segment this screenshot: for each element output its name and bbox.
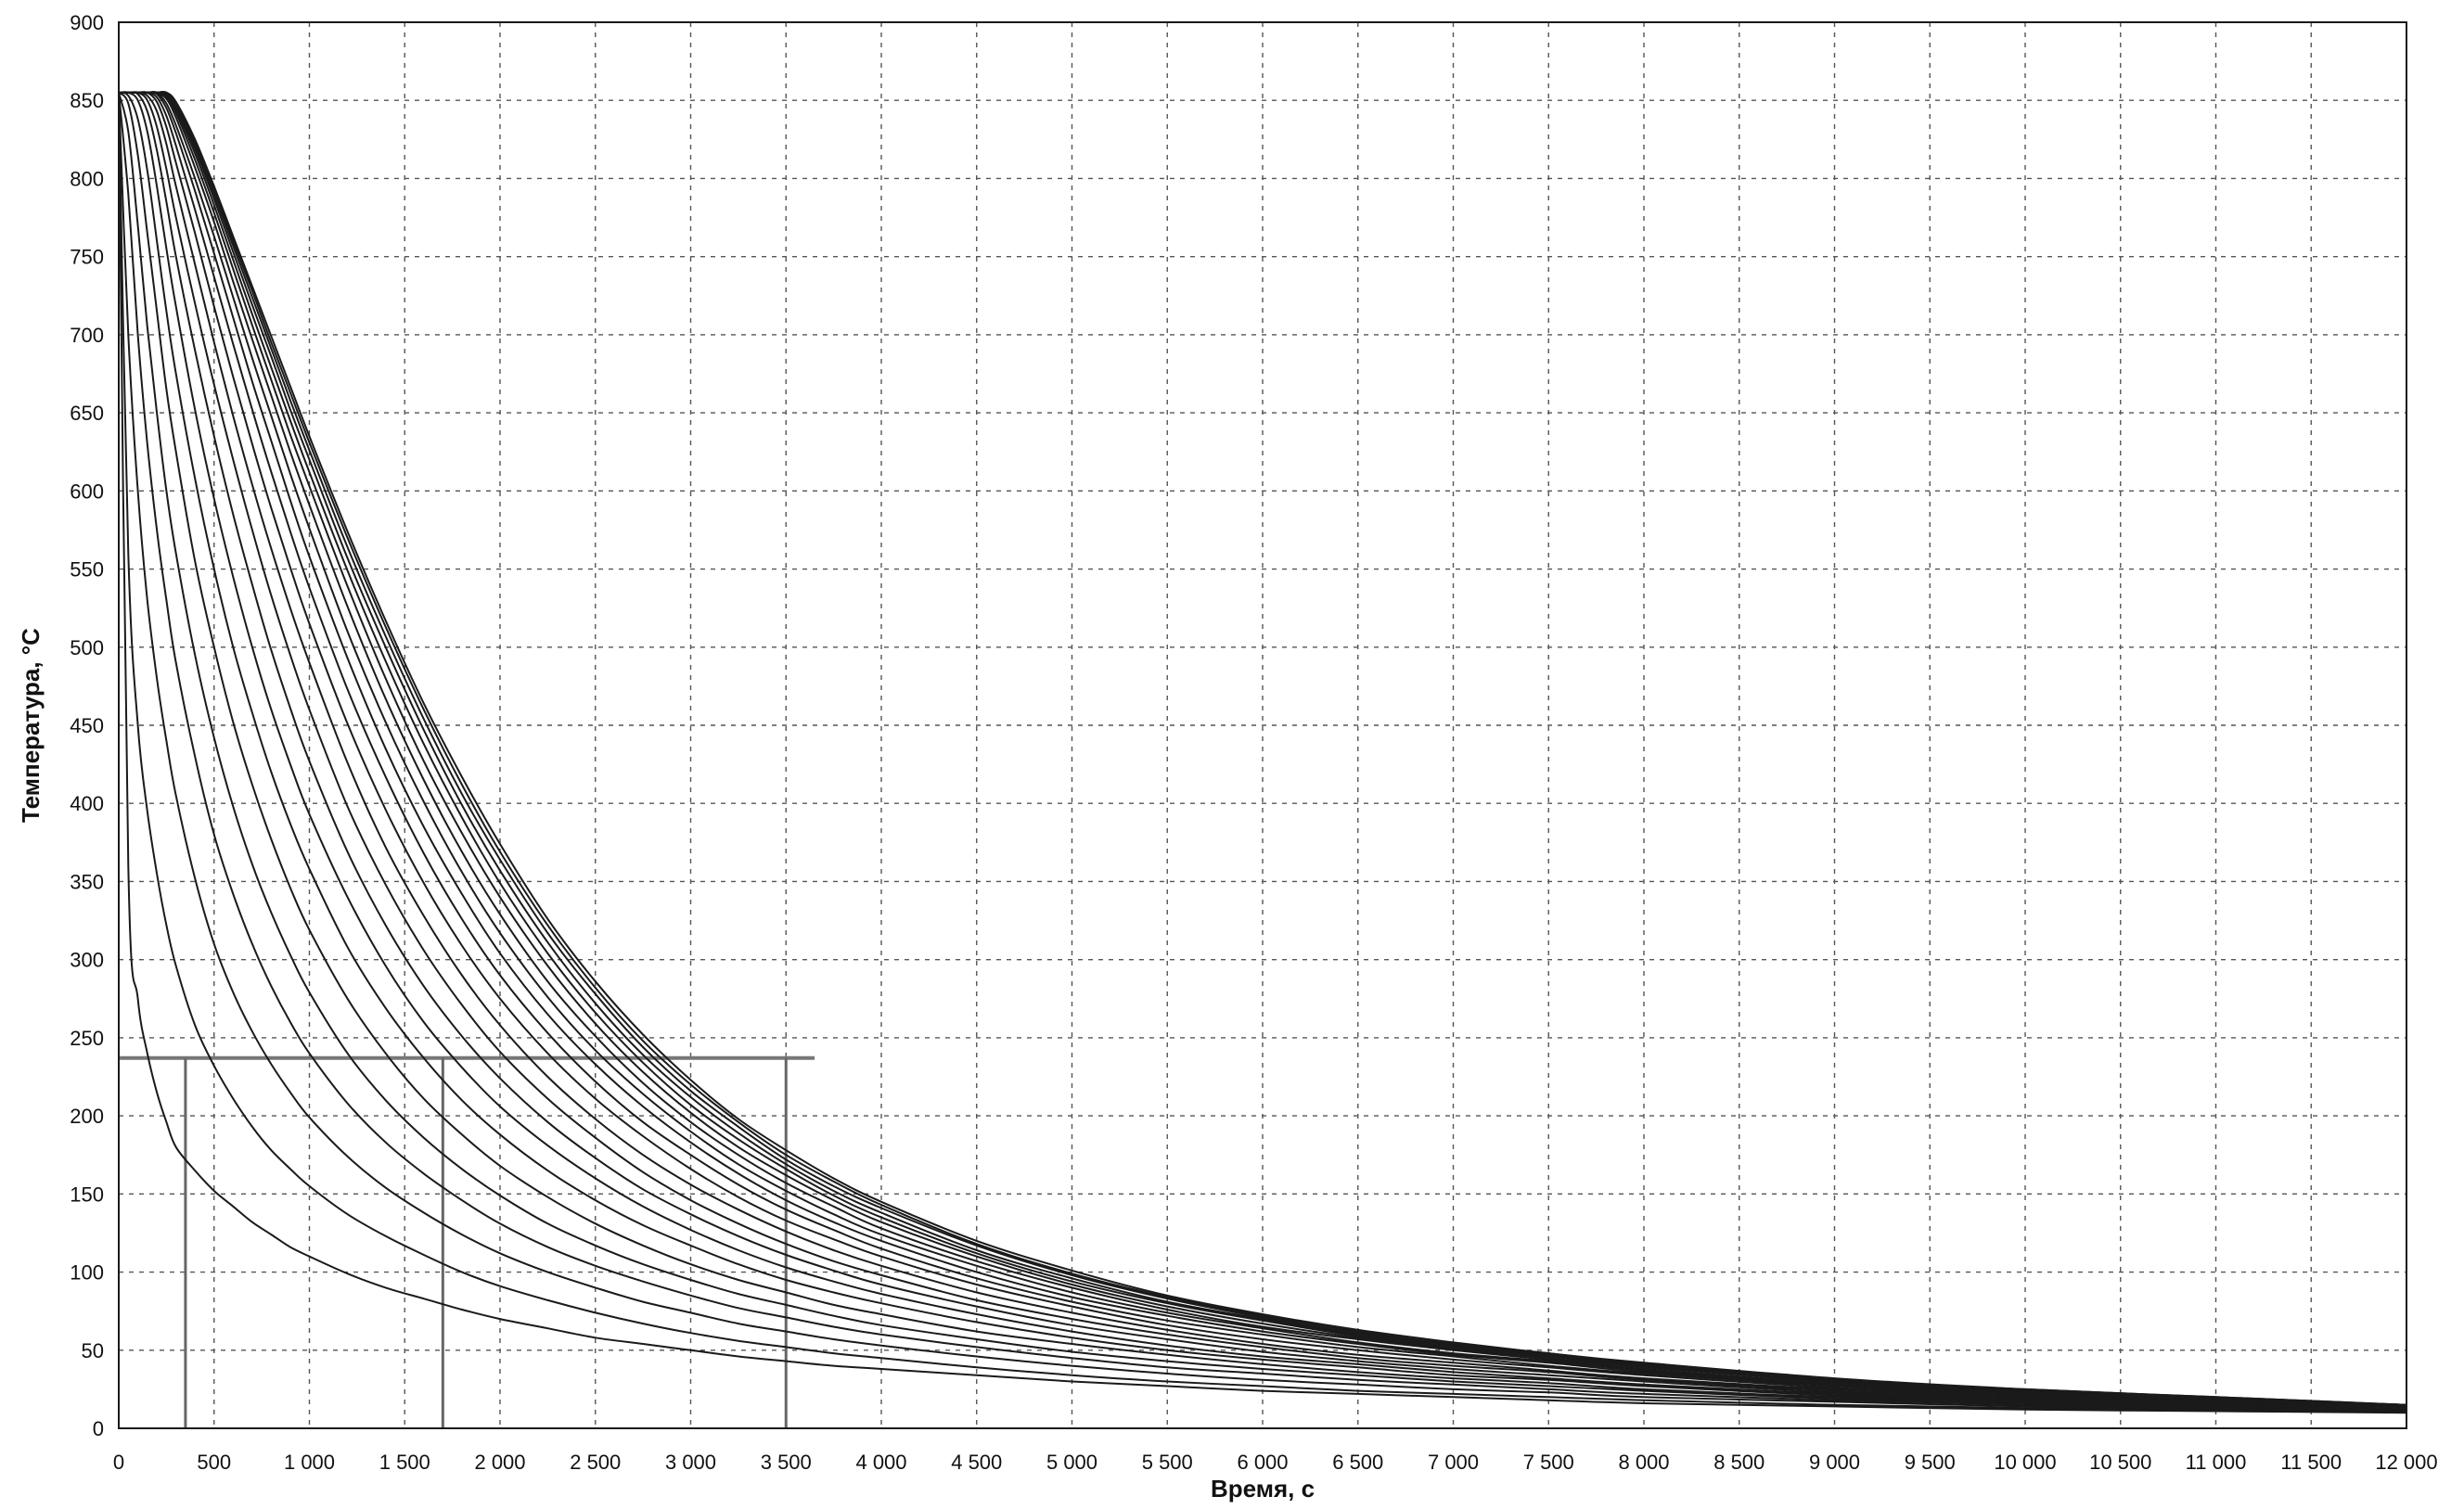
x-tick-label: 5 500 (1142, 1451, 1193, 1474)
series-line-8 (118, 91, 2407, 1411)
series-line-17 (118, 91, 2407, 1408)
series-line-11 (118, 91, 2407, 1410)
series-line-6 (118, 92, 2407, 1411)
x-tick-label: 6 500 (1332, 1451, 1383, 1474)
y-tick-label: 550 (70, 558, 104, 582)
plot-area-border (118, 21, 2407, 1429)
x-tick-label: 7 000 (1428, 1451, 1479, 1474)
series-line-16 (118, 91, 2407, 1408)
series-line-22 (118, 91, 2407, 1406)
y-tick-label: 450 (70, 714, 104, 737)
chart-annotations (119, 1055, 815, 1428)
y-tick-label: 250 (70, 1027, 104, 1050)
y-tick-label: 50 (82, 1339, 104, 1362)
series-line-9 (118, 91, 2407, 1410)
x-tick-label: 8 500 (1713, 1451, 1765, 1474)
series-line-5 (118, 92, 2407, 1411)
x-tick-label: 7 500 (1523, 1451, 1574, 1474)
y-tick-label: 100 (70, 1261, 104, 1285)
y-tick-label: 650 (70, 402, 104, 425)
x-tick-label: 1 000 (284, 1451, 335, 1474)
x-tick-label: 1 500 (379, 1451, 430, 1474)
x-tick-label: 4 500 (951, 1451, 1002, 1474)
x-tick-label: 6 000 (1237, 1451, 1288, 1474)
series-line-14 (118, 91, 2407, 1408)
y-axis-title: Температура, °C (17, 628, 45, 823)
y-tick-label: 300 (70, 949, 104, 972)
x-tick-label: 2 000 (474, 1451, 525, 1474)
x-tick-label: 10 500 (2089, 1451, 2151, 1474)
series-line-12 (118, 91, 2407, 1410)
y-axis-tick-labels: 0 50 100 150 200 250 300 350 400 450 500 550 600 650 7… (70, 11, 104, 1440)
y-tick-label: 750 (70, 246, 104, 269)
series-line-4 (118, 92, 2407, 1413)
y-tick-label: 900 (70, 11, 104, 34)
x-axis-title: Время, с (1211, 1475, 1315, 1503)
x-tick-label: 8 000 (1618, 1451, 1669, 1474)
series-line-2 (118, 92, 2407, 1413)
y-tick-label: 600 (70, 480, 104, 503)
y-tick-label: 350 (70, 870, 104, 893)
series-line-3 (118, 92, 2407, 1413)
series-line-1 (118, 92, 2407, 1414)
series-line-10 (118, 91, 2407, 1410)
x-tick-label: 9 500 (1905, 1451, 1956, 1474)
chart-series-group (118, 90, 2407, 1414)
x-tick-label: 3 000 (665, 1451, 716, 1474)
series-line-7 (118, 91, 2407, 1411)
y-tick-label: 800 (70, 167, 104, 190)
y-tick-label: 200 (70, 1105, 104, 1128)
series-line-15 (118, 90, 2407, 1408)
y-tick-label: 850 (70, 89, 104, 112)
y-tick-label: 400 (70, 792, 104, 815)
x-tick-label: 0 (113, 1451, 124, 1474)
y-tick-label: 150 (70, 1183, 104, 1206)
series-line-13 (118, 91, 2407, 1408)
x-axis-tick-labels: 0 500 1 000 1 500 2 000 2 500 3 000 3 500 4 000 4… (113, 1451, 2438, 1474)
chart-grid (118, 21, 2407, 1429)
x-tick-label: 9 000 (1809, 1451, 1860, 1474)
y-tick-label: 0 (93, 1417, 104, 1440)
y-tick-label: 700 (70, 324, 104, 347)
x-tick-label: 4 000 (855, 1451, 906, 1474)
x-tick-label: 500 (197, 1451, 231, 1474)
x-tick-label: 2 500 (570, 1451, 621, 1474)
x-tick-label: 12 000 (2375, 1451, 2437, 1474)
x-tick-label: 3 500 (761, 1451, 812, 1474)
series-line-20 (118, 91, 2407, 1406)
y-tick-label: 500 (70, 636, 104, 659)
x-tick-label: 10 000 (1994, 1451, 2056, 1474)
x-tick-label: 5 000 (1046, 1451, 1097, 1474)
x-tick-label: 11 500 (2280, 1451, 2342, 1474)
x-tick-label: 11 000 (2186, 1451, 2247, 1474)
